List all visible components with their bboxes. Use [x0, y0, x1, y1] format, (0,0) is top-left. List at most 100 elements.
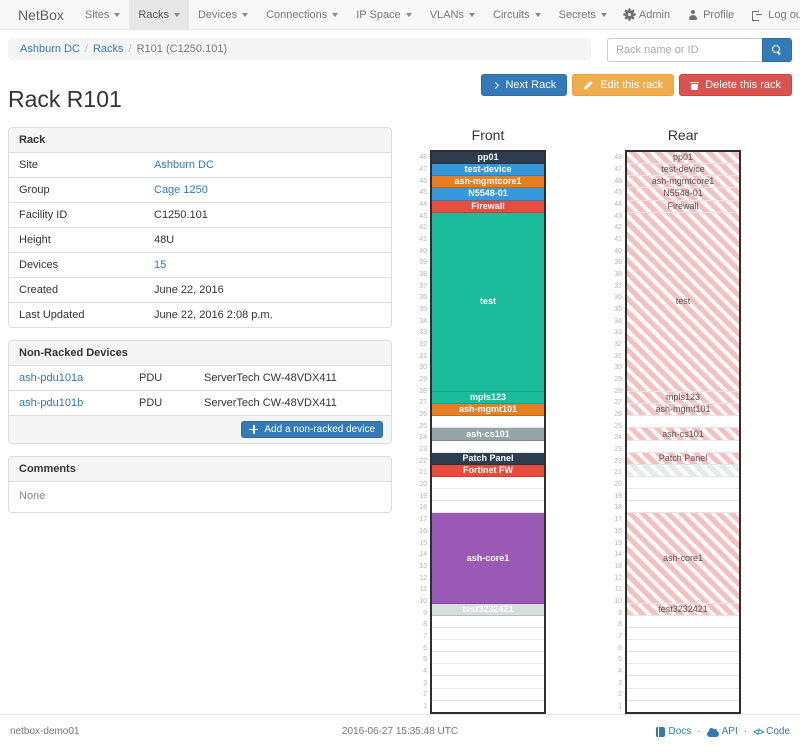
- rack-unit-rear-ash-cs101[interactable]: ash-cs101: [627, 428, 739, 441]
- unit-number: 35: [614, 306, 622, 314]
- unit-number: 41: [614, 236, 622, 244]
- unit-number: 31: [419, 352, 427, 360]
- unit-number: 14: [614, 551, 622, 559]
- rack-unit-front-ash-mgmtcore1[interactable]: ash-mgmtcore1: [432, 176, 544, 189]
- rack-unit-front-fortinet-fw[interactable]: Fortinet FW: [432, 464, 544, 478]
- nav-item-racks[interactable]: Racks: [129, 0, 189, 29]
- footer-link-code[interactable]: </> Code: [753, 726, 790, 737]
- rack-unit-rear-ash-mgmt101[interactable]: ash-mgmt101: [627, 404, 739, 417]
- unit-number: 5: [423, 656, 427, 664]
- unit-number: 24: [614, 434, 622, 442]
- unit-number: 26: [419, 411, 427, 419]
- non-racked-device-link[interactable]: ash-pdu101b: [19, 397, 84, 409]
- nav-profile[interactable]: Profile: [679, 0, 743, 29]
- nav-item-vlans[interactable]: VLANs: [421, 0, 484, 29]
- non-racked-type: ServerTech CW-48VDX411: [204, 372, 337, 384]
- unit-number: 16: [419, 527, 427, 535]
- rack-attr-link[interactable]: 15: [154, 259, 167, 271]
- breadcrumb-separator: /: [128, 43, 132, 55]
- footer-link-api[interactable]: API: [706, 726, 738, 737]
- unit-number: 36: [419, 294, 427, 302]
- rack-unit-front-n5548-01[interactable]: N5548-01: [432, 188, 544, 201]
- rack-unit-empty: [627, 664, 739, 677]
- rack-unit-front-ash-core1[interactable]: ash-core1: [432, 513, 544, 604]
- unit-number: 7: [423, 632, 427, 640]
- rack-unit-rear-patch-panel[interactable]: Patch Panel: [627, 452, 739, 465]
- rack-unit-rear-n5548-01[interactable]: N5548-01: [627, 188, 739, 201]
- rack-panel: Rack Site Ashburn DC Group Cage 1250 Facilit…: [8, 127, 392, 328]
- rack-rear-unit-numbers: 48 47 46 45 44 43 42 41 40 39 38 37 36 35 34 33 32 31 30 29…: [611, 150, 625, 714]
- unit-number: 42: [614, 224, 622, 232]
- rack-unit-front-test[interactable]: test: [432, 212, 544, 393]
- rack-unit-rear-test3232421[interactable]: test3232421: [627, 603, 739, 616]
- footer-timestamp: 2016-06-27 15:35:48 UTC: [341, 726, 459, 737]
- footer-link-separator: ·: [743, 726, 748, 737]
- rack-unit-front-pp01[interactable]: pp01: [432, 152, 544, 165]
- rack-attr-link[interactable]: Ashburn DC: [154, 159, 214, 171]
- unit-number: 16: [614, 527, 622, 535]
- user-icon: [688, 9, 698, 20]
- nav-item-label: Connections: [266, 8, 328, 21]
- delete-rack-button[interactable]: Delete this rack: [679, 74, 792, 96]
- rack-unit-empty: [627, 615, 739, 628]
- rack-unit-rear-mpls123[interactable]: mpls123: [627, 392, 739, 405]
- nav-item-label: Circuits: [492, 8, 530, 21]
- unit-number: 37: [419, 282, 427, 290]
- comments-panel-title: Comments: [9, 457, 391, 482]
- unit-number: 37: [614, 282, 622, 290]
- unit-number: 47: [419, 166, 427, 173]
- nav-item-sites[interactable]: Sites: [76, 0, 129, 29]
- rack-unit-rear-pp01[interactable]: pp01: [627, 152, 739, 165]
- rack-search-form: [607, 38, 792, 62]
- nav-logout[interactable]: Log out: [743, 0, 800, 29]
- unit-number: 19: [614, 492, 622, 500]
- rack-attr-value: June 22, 2016: [154, 284, 224, 296]
- nav-admin[interactable]: Admin: [616, 0, 679, 29]
- rack-unit-front-test-device[interactable]: test-device: [432, 164, 544, 177]
- left-column: Rack Site Ashburn DC Group Cage 1250 Facilit…: [8, 127, 392, 525]
- rack-unit-front-ash-mgmt101[interactable]: ash-mgmt101: [432, 404, 544, 417]
- unit-number: 27: [419, 399, 427, 407]
- nav-item-circuits[interactable]: Circuits: [484, 0, 550, 29]
- unit-number: 30: [419, 364, 427, 372]
- unit-number: 38: [419, 271, 427, 279]
- rack-unit-rear-ash-mgmtcore1[interactable]: ash-mgmtcore1: [627, 176, 739, 189]
- next-rack-button[interactable]: Next Rack: [481, 74, 568, 96]
- non-racked-device-link[interactable]: ash-pdu101a: [19, 372, 84, 384]
- footer-link-docs[interactable]: Docs: [656, 726, 691, 737]
- unit-number: 6: [423, 644, 427, 652]
- nav-item-secrets[interactable]: Secrets: [550, 0, 616, 29]
- rack-unit-front-mpls123[interactable]: mpls123: [432, 392, 544, 405]
- nav-item-label: Devices: [197, 8, 238, 21]
- rack-unit-front-patch-panel[interactable]: Patch Panel: [432, 452, 544, 465]
- unit-number: 44: [419, 201, 427, 209]
- add-non-racked-device-button[interactable]: Add a non-racked device: [241, 421, 383, 438]
- gear-icon: [624, 10, 634, 19]
- nav-item-devices[interactable]: Devices: [189, 0, 257, 29]
- rack-unit-rear-test[interactable]: test: [627, 212, 739, 393]
- rack-unit-front-test3232421[interactable]: test3232421: [432, 603, 544, 616]
- nav-item-label: Racks: [138, 8, 169, 21]
- unit-number: 33: [614, 329, 622, 337]
- rack-search-input[interactable]: [607, 38, 762, 62]
- rack-unit-front-ash-cs101[interactable]: ash-cs101: [432, 428, 544, 441]
- rack-attr-link[interactable]: Cage 1250: [154, 184, 208, 196]
- code-icon: </>: [753, 726, 764, 737]
- nav-item-connections[interactable]: Connections: [257, 0, 347, 29]
- rack-search-button[interactable]: [762, 38, 792, 62]
- breadcrumb-link[interactable]: Ashburn DC: [20, 43, 80, 55]
- caret-down-icon: [114, 12, 121, 17]
- rack-unit-empty: [432, 501, 544, 514]
- nav-item-ip-space[interactable]: IP Space: [347, 0, 420, 29]
- rack-unit-rear-ash-core1[interactable]: ash-core1: [627, 513, 739, 604]
- breadcrumb-link[interactable]: Racks: [92, 43, 124, 55]
- caret-down-icon: [600, 12, 607, 17]
- unit-number: 23: [419, 446, 427, 454]
- rack-unit-rear-test-device[interactable]: test-device: [627, 164, 739, 177]
- rack-unit-rear-firewall[interactable]: Firewall: [627, 200, 739, 213]
- edit-rack-button[interactable]: Edit this rack: [572, 74, 675, 96]
- brand[interactable]: NetBox: [18, 6, 64, 23]
- rack-unit-empty: [627, 676, 739, 689]
- rack-unit-front-firewall[interactable]: Firewall: [432, 200, 544, 213]
- rack-attr-value: June 22, 2016 2:08 p.m.: [154, 309, 273, 321]
